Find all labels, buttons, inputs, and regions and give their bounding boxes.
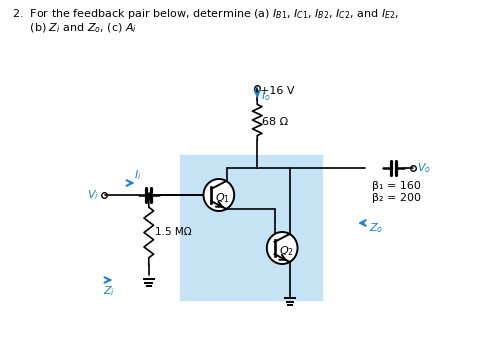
Text: $I_o$: $I_o$ [261, 89, 271, 103]
Text: 68 Ω: 68 Ω [262, 117, 288, 127]
Circle shape [267, 232, 297, 264]
Text: 2.  For the feedback pair below, determine (a) $I_{B1}$, $I_{C1}$, $I_{B2}$, $I_: 2. For the feedback pair below, determin… [12, 7, 399, 21]
Circle shape [204, 179, 234, 211]
Text: $V_o$: $V_o$ [417, 161, 431, 175]
Text: $Z_o$: $Z_o$ [368, 221, 383, 235]
Text: β₂ = 200: β₂ = 200 [372, 193, 421, 203]
Text: +16 V: +16 V [260, 86, 295, 96]
Text: $Q_1$: $Q_1$ [215, 191, 230, 205]
Text: $I_i$: $I_i$ [134, 168, 141, 182]
Text: 1.5 MΩ: 1.5 MΩ [156, 227, 192, 237]
Text: $V_i$: $V_i$ [87, 188, 99, 202]
Text: $Z_i$: $Z_i$ [103, 284, 115, 298]
Text: β₁ = 160: β₁ = 160 [372, 181, 421, 191]
Text: (b) $Z_i$ and $Z_o$, (c) $A_i$: (b) $Z_i$ and $Z_o$, (c) $A_i$ [12, 21, 137, 35]
Text: $Q_2$: $Q_2$ [278, 244, 294, 258]
Bar [180, 155, 322, 300]
